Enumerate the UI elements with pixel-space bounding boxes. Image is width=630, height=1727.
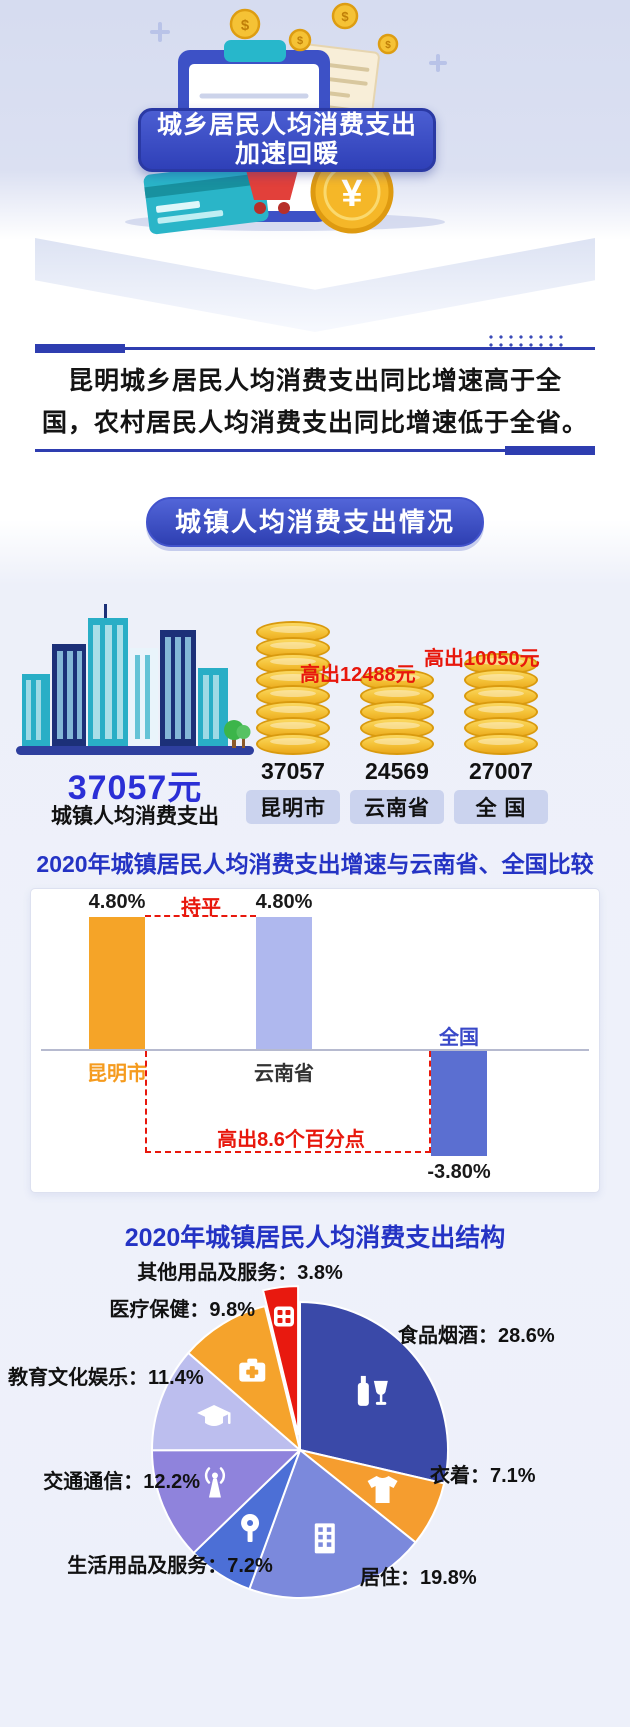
pie-svg: [150, 1285, 449, 1599]
statement-line2: 国，农村居民人均消费支出同比增速低于全省。: [41, 409, 588, 437]
summary-statement: 昆明城乡居民人均消费支出同比增速高于全 国，农村居民人均消费支出同比增速低于全省…: [25, 360, 605, 444]
pie-label-5: 交通通信：12.2%: [43, 1471, 200, 1493]
svg-text:$: $: [241, 17, 250, 34]
svg-text:$: $: [341, 9, 349, 24]
pie-chart: 食品烟酒：28.6% 衣着：7.1% 居住：19.8% 生活用品及服务：7.2% 交通通…: [0, 1255, 630, 1727]
bar-national: [431, 1051, 487, 1156]
bar-value-yunnan: 4.80%: [255, 891, 313, 913]
paper-roll-icon: [241, 1513, 260, 1542]
credit-card-icon: [143, 161, 269, 235]
pie-chart-title: 2020年城镇居民人均消费支出结构: [124, 1224, 506, 1252]
coin-category-yunnan: 云南省: [350, 790, 444, 824]
antenna-icon: [204, 1467, 226, 1498]
highlight-label: 城镇人均消费支出: [51, 805, 219, 828]
coin-category-kunming: 昆明市: [246, 790, 340, 824]
section-title-text: 城镇人均消费支出情况: [174, 507, 455, 537]
coin-value-kunming: 37057: [261, 758, 325, 784]
annotation-tie: 持平: [181, 897, 221, 919]
coin-stack-national: [464, 598, 538, 755]
coins-icon: $ $ $ $: [229, 2, 399, 55]
first-aid-icon: [239, 1358, 266, 1382]
svg-text:¥: ¥: [341, 173, 362, 215]
statement-line1: 昆明城乡居民人均消费支出同比增速高于全: [67, 367, 562, 395]
growth-chart-title: 2020年城镇居民人均消费支出增速与云南省、全国比较: [36, 851, 594, 877]
divider-top: [35, 344, 595, 353]
down-arrow: [35, 238, 595, 332]
sparkle-decoration: [150, 22, 447, 72]
bar-yunnan: [256, 917, 312, 1049]
category-kunming: 昆明市: [87, 1063, 147, 1085]
pie-label-4: 生活用品及服务：7.2%: [67, 1555, 273, 1577]
bar-kunming: [89, 917, 145, 1049]
pie-label-1: 食品烟酒：28.6%: [398, 1325, 555, 1347]
banner-title-line2: 加速回暖: [234, 140, 339, 168]
svg-text:$: $: [297, 35, 303, 47]
pie-label-6: 教育文化娱乐：11.4%: [8, 1367, 204, 1389]
graduation-cap-icon: [197, 1404, 232, 1426]
coin-stack-kunming: [256, 598, 330, 755]
pie-slice-5: [151, 1449, 301, 1554]
pie-label-8: 其他用品及服务：3.8%: [137, 1262, 343, 1284]
category-national: 全国: [439, 1027, 479, 1049]
annotation-gap: 高出8.6个百分点: [217, 1129, 365, 1151]
dots-decoration: [486, 333, 566, 348]
building-icon: [314, 1523, 335, 1554]
gold-coin-icon: [464, 733, 538, 755]
gap-dashed-bracket: [145, 1051, 431, 1153]
divider-bottom: [35, 446, 595, 455]
banner-title-line1: 城乡居民人均消费支出: [156, 111, 417, 139]
bar-value-kunming: 4.80%: [88, 891, 146, 913]
annotation-diff-national: 高出10050元: [424, 648, 540, 670]
buildings: [22, 604, 228, 746]
highlight-value: 37057元: [67, 769, 203, 807]
gold-coin-icon: [360, 733, 434, 755]
title-banner: 城乡居民人均消费支出 加速回暖: [138, 108, 436, 172]
pie-label-2: 衣着：7.1%: [430, 1465, 536, 1487]
pie-slice-1: [299, 1301, 449, 1485]
svg-text:$: $: [385, 40, 391, 51]
pie-slice-6: [150, 1351, 301, 1452]
coin-category-national: 全 国: [454, 790, 548, 824]
coin-value-national: 27007: [469, 758, 533, 784]
category-yunnan: 云南省: [254, 1063, 314, 1085]
pie-label-7: 医疗保健：9.8%: [109, 1299, 255, 1321]
x-axis: [41, 1049, 589, 1051]
pills-icon: [273, 1306, 294, 1327]
coin-value-yunnan: 24569: [365, 758, 429, 784]
wine-bottle-icon: [357, 1375, 388, 1406]
tshirt-icon: [367, 1476, 398, 1504]
bar-value-national: -3.80%: [427, 1161, 491, 1183]
coin-stack-yunnan: [360, 598, 434, 755]
annotation-diff-yunnan: 高出12488元: [300, 664, 416, 686]
section-title-urban-spending: 城镇人均消费支出情况: [146, 497, 484, 547]
city-illustration: [16, 604, 254, 755]
growth-chart: 4.80% 4.80% 持平 昆明市 云南省 全国 高出8.6个百分点 -3.8…: [30, 888, 600, 1193]
pie-label-3: 居住：19.8%: [360, 1567, 477, 1589]
trees: [224, 720, 251, 748]
tie-dashed-line: [145, 915, 256, 917]
gold-coin-icon: [256, 733, 330, 755]
